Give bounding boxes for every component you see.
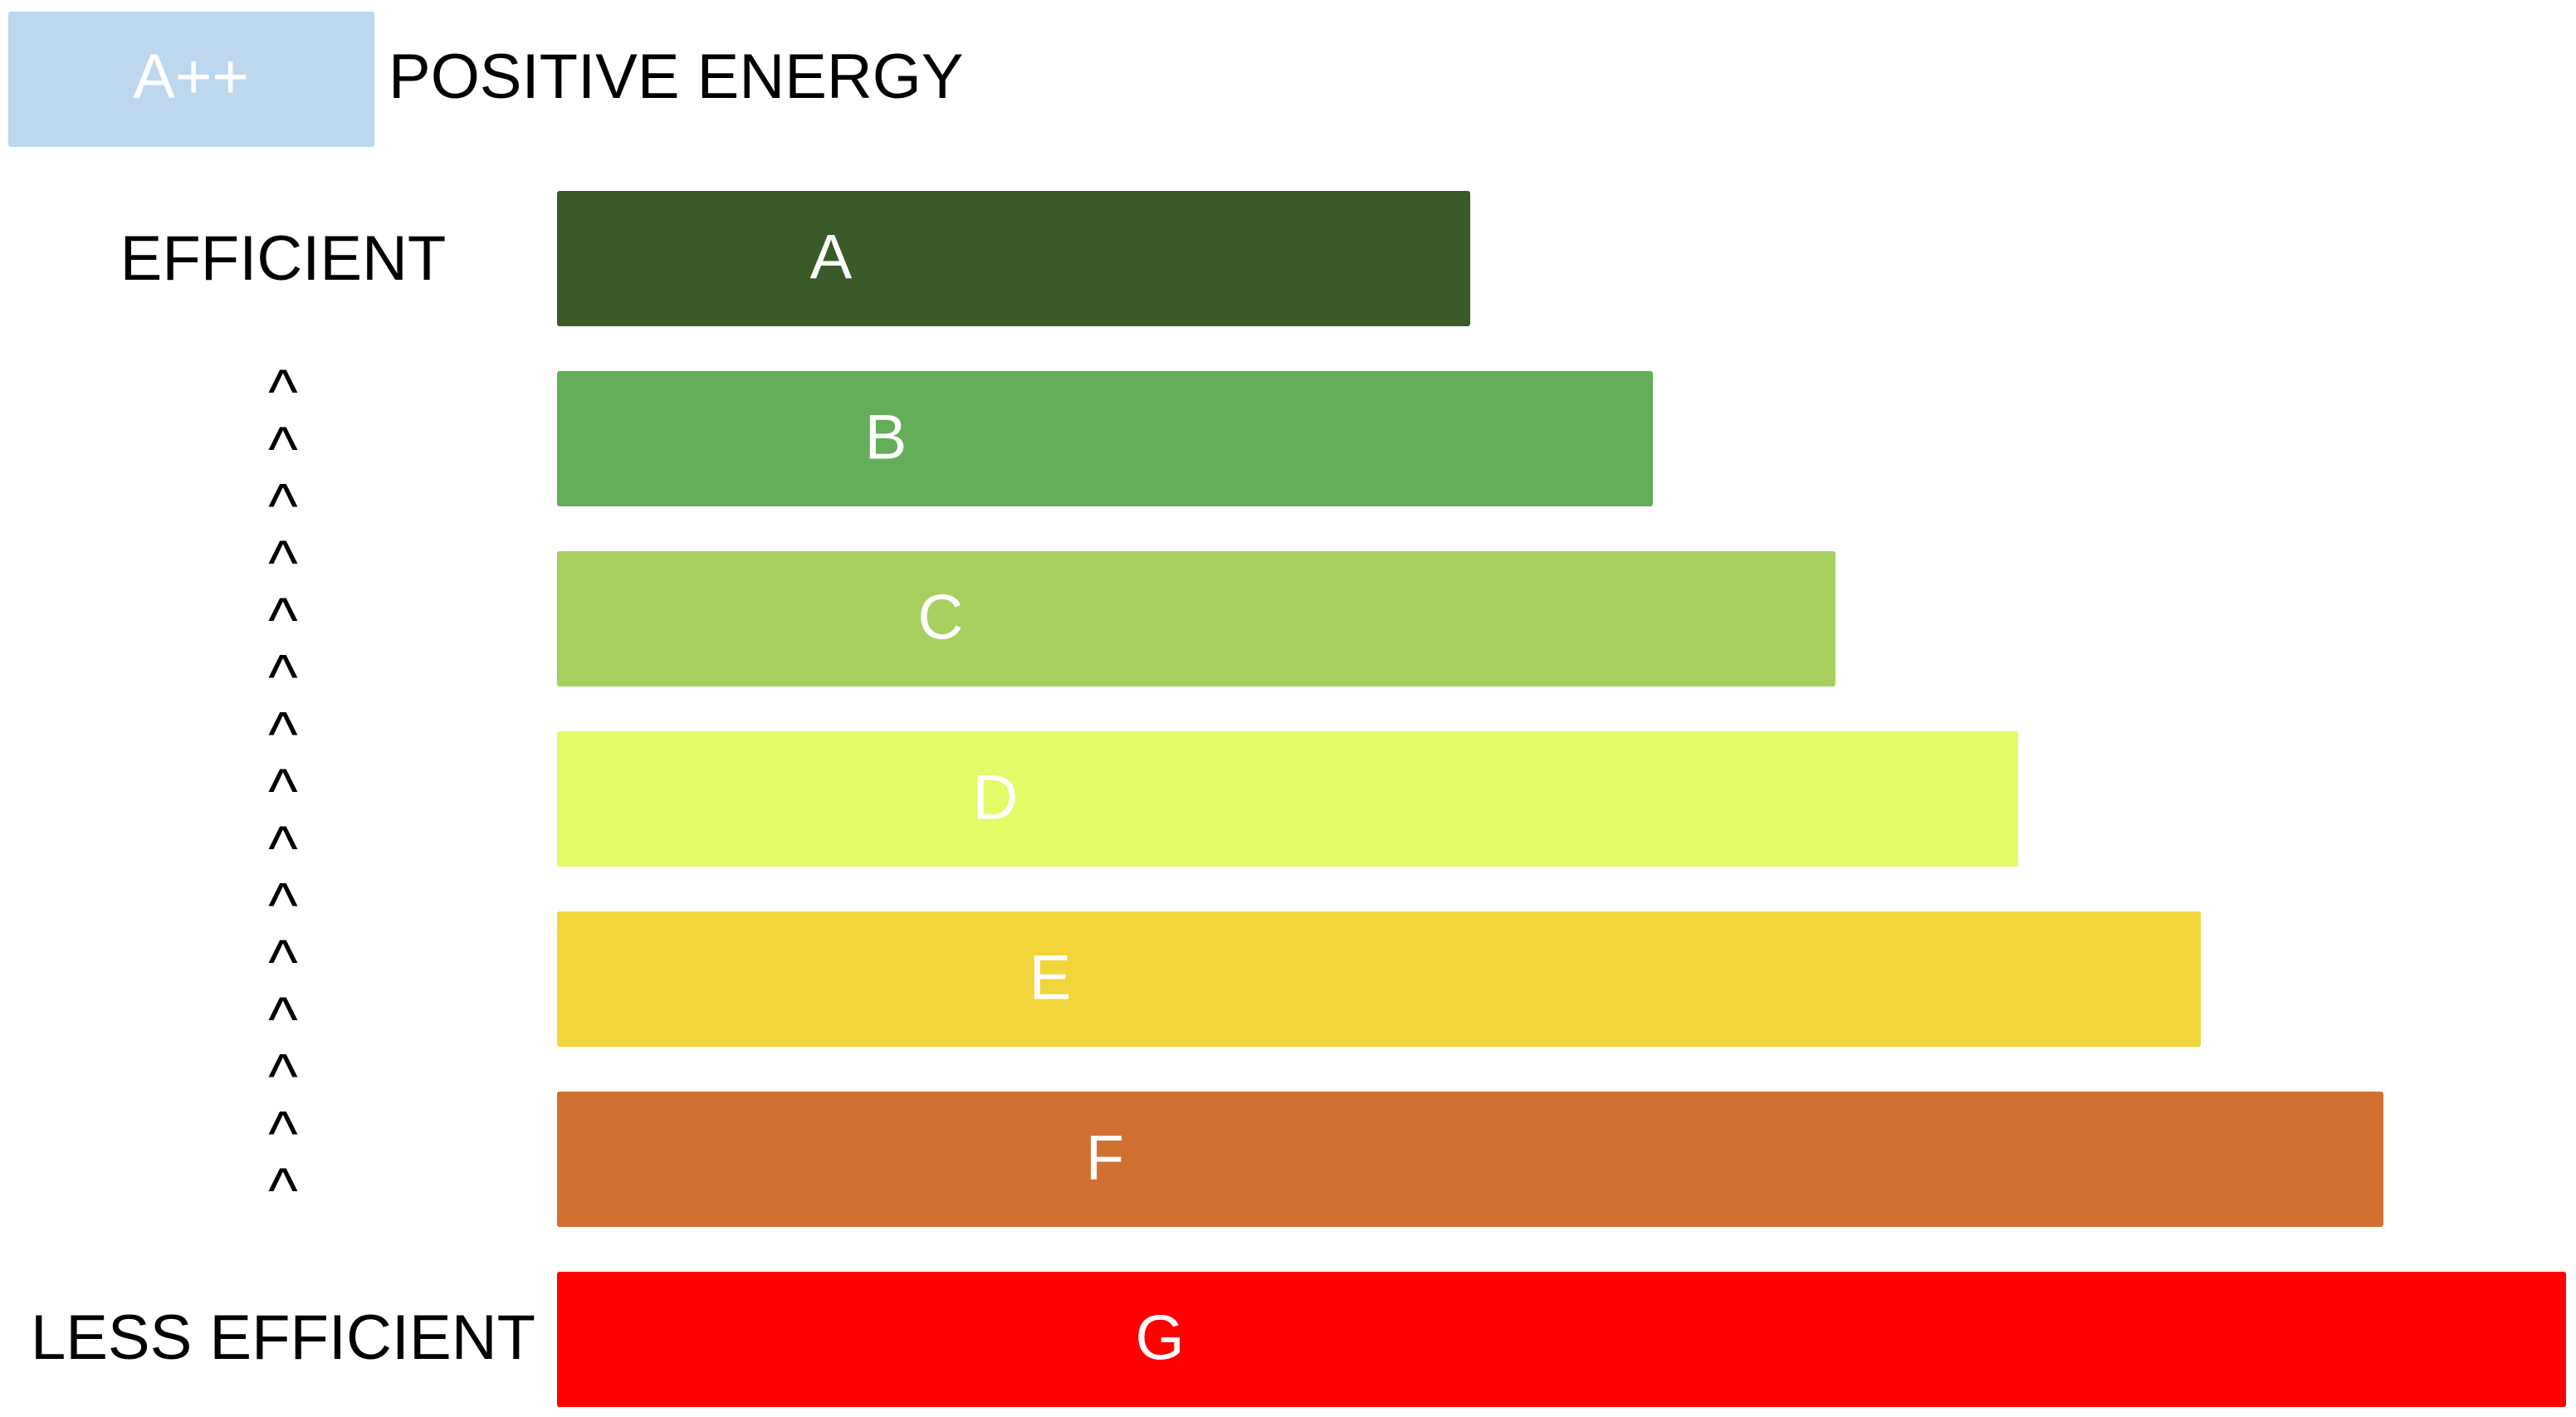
rating-label: B xyxy=(865,403,907,473)
arrow: ^ xyxy=(268,756,298,827)
arrow: ^ xyxy=(268,985,298,1055)
rating-bar xyxy=(557,1272,2566,1407)
arrow: ^ xyxy=(268,1042,298,1112)
arrow: ^ xyxy=(268,1156,298,1226)
arrow: ^ xyxy=(268,643,298,713)
arrow: ^ xyxy=(268,871,298,941)
rating-label: F xyxy=(1086,1123,1124,1194)
rating-bar xyxy=(557,371,1653,506)
rating-bar xyxy=(557,551,1835,687)
header-title: POSITIVE ENERGY xyxy=(389,42,964,112)
arrow: ^ xyxy=(268,699,298,770)
arrow: ^ xyxy=(268,814,298,884)
arrow: ^ xyxy=(268,357,298,428)
rating-bar xyxy=(557,731,2018,867)
badge xyxy=(8,12,374,147)
badge-label: A++ xyxy=(133,42,248,112)
arrow: ^ xyxy=(268,927,298,998)
rating-bar xyxy=(557,911,2201,1047)
rating-label: G xyxy=(1135,1303,1184,1374)
rating-label: A xyxy=(810,222,853,293)
rating-bar xyxy=(557,1092,2383,1227)
arrow: ^ xyxy=(268,472,298,542)
rating-bar xyxy=(557,191,1470,326)
rating-label: C xyxy=(918,583,964,653)
arrow: ^ xyxy=(268,1098,298,1169)
rating-label: E xyxy=(1029,943,1072,1014)
rating-label: D xyxy=(973,763,1019,833)
top-label: EFFICIENT xyxy=(120,223,447,294)
arrow: ^ xyxy=(268,528,298,599)
arrow: ^ xyxy=(268,585,298,656)
bottom-label: LESS EFFICIENT xyxy=(31,1302,535,1373)
arrow: ^ xyxy=(268,414,298,485)
